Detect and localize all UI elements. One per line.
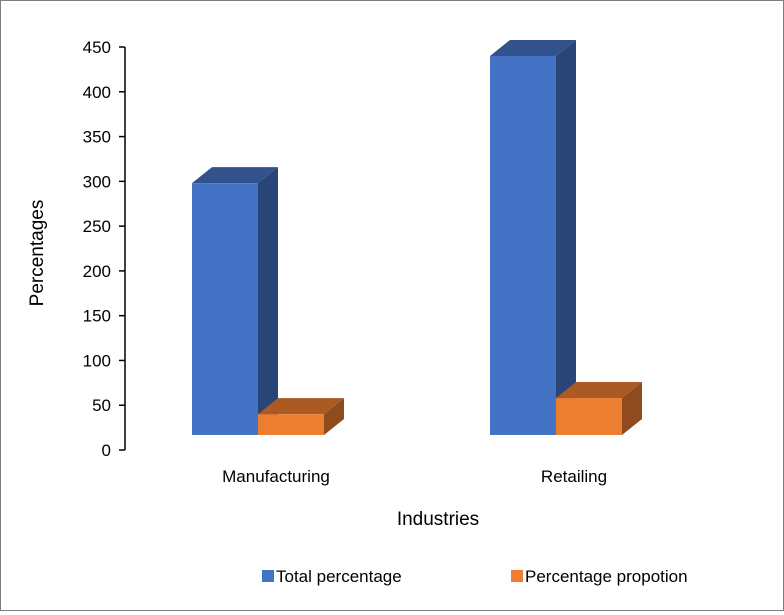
bar-total-retailing (490, 39, 576, 435)
bar-side (622, 382, 642, 435)
legend-item-proportion: Percentage propotion (511, 567, 688, 586)
legend-swatch (511, 570, 523, 582)
y-tick-label: 300 (83, 172, 111, 191)
y-tick-label: 150 (83, 307, 111, 326)
y-axis-title: Percentages (27, 200, 48, 307)
y-tick-label: 350 (83, 128, 111, 147)
bar-front (192, 183, 258, 435)
y-tick-label: 50 (92, 396, 111, 415)
bar-proportion-retailing (556, 382, 642, 435)
category-labels: Manufacturing Retailing (222, 467, 607, 486)
legend-swatch (262, 570, 274, 582)
bar-front (490, 55, 556, 435)
bar-total-manufacturing (192, 167, 278, 436)
category-label-retailing: Retailing (541, 467, 607, 486)
bar-top (192, 167, 278, 184)
legend-label: Percentage propotion (525, 567, 688, 586)
bar-top (258, 398, 344, 415)
bar-side (324, 398, 344, 435)
bar-side (556, 39, 576, 435)
bar-top (490, 39, 576, 56)
y-tick-label: 450 (83, 38, 111, 57)
category-label-manufacturing: Manufacturing (222, 467, 330, 486)
y-tick-label: 0 (102, 441, 111, 460)
bar-side (258, 167, 278, 436)
y-tick-label: 100 (83, 351, 111, 370)
y-tick-label: 250 (83, 217, 111, 236)
x-axis-title: Industries (397, 509, 479, 530)
y-tick-label: 200 (83, 262, 111, 281)
legend-item-total: Total percentage (262, 567, 402, 586)
bar-front (556, 398, 622, 435)
legend: Total percentage Percentage propotion (262, 567, 688, 586)
bars (192, 39, 642, 436)
bar-front (258, 414, 324, 435)
bar-proportion-manufacturing (258, 398, 344, 435)
bar-top (556, 382, 642, 399)
y-tick-labels: 0 50 100 150 200 250 300 350 400 450 (83, 38, 125, 460)
legend-label: Total percentage (276, 567, 402, 586)
y-tick-label: 400 (83, 83, 111, 102)
